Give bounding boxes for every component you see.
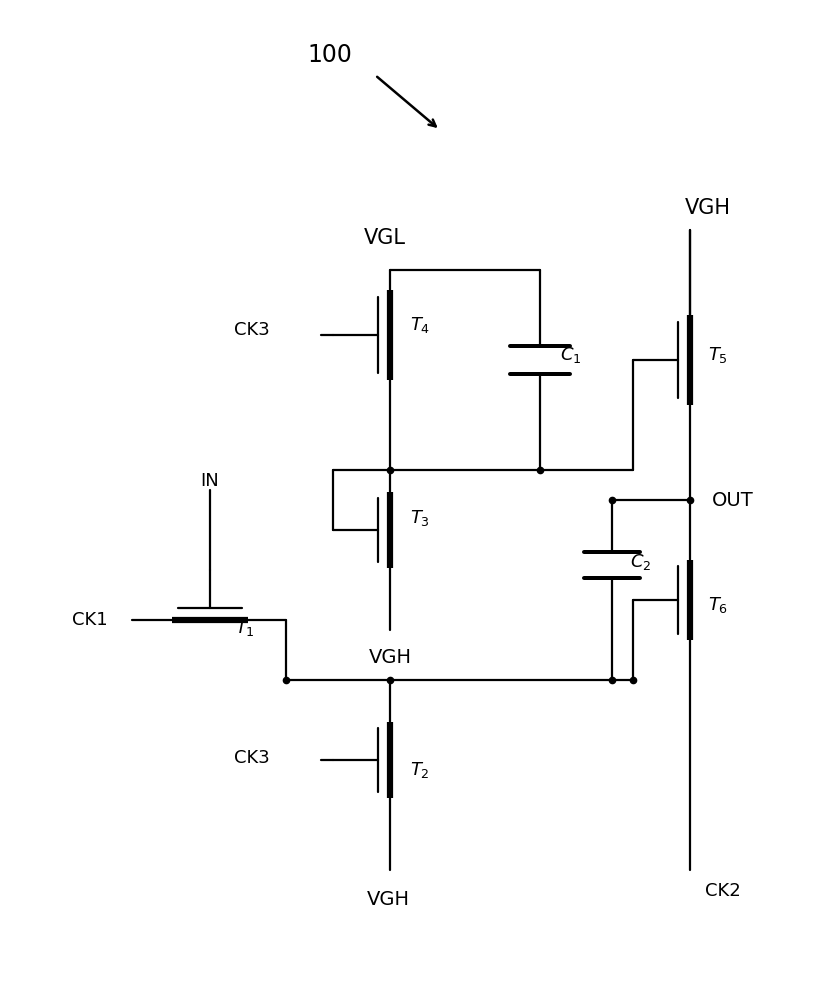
Text: CK1: CK1	[72, 611, 108, 629]
Text: 100: 100	[307, 43, 352, 67]
Text: OUT: OUT	[711, 490, 753, 510]
Text: $C_1$: $C_1$	[559, 345, 581, 365]
Text: IN: IN	[201, 472, 219, 490]
Text: VGH: VGH	[366, 890, 409, 909]
Text: CK3: CK3	[234, 321, 270, 339]
Text: VGH: VGH	[684, 198, 730, 218]
Text: $T_6$: $T_6$	[707, 595, 727, 615]
Text: CK2: CK2	[704, 882, 740, 900]
Text: VGL: VGL	[364, 228, 405, 248]
Text: $T_3$: $T_3$	[410, 508, 430, 528]
Text: CK3: CK3	[234, 749, 270, 767]
Text: $C_2$: $C_2$	[630, 552, 650, 572]
Text: $T_1$: $T_1$	[235, 618, 255, 638]
Text: VGH: VGH	[368, 648, 411, 667]
Text: $T_5$: $T_5$	[707, 345, 727, 365]
Text: $T_4$: $T_4$	[410, 315, 430, 335]
Text: $T_2$: $T_2$	[410, 760, 429, 780]
